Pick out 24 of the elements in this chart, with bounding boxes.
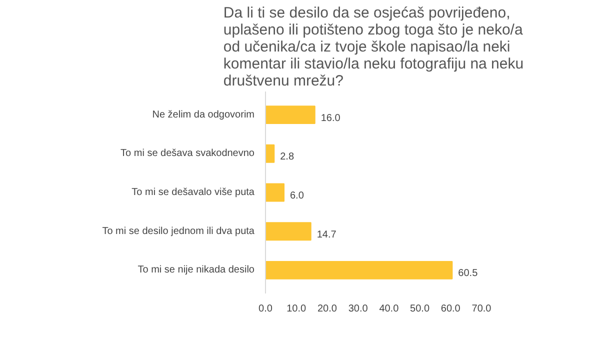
- bar: [266, 144, 275, 163]
- y-tick-label: To mi se desilo jednom ili dva puta: [102, 226, 255, 237]
- x-tick-label: 0.0: [258, 304, 273, 314]
- bar: [266, 106, 316, 124]
- x-tick-label: 70.0: [472, 304, 492, 314]
- y-tick-label: To mi se nije nikada desilo: [138, 264, 255, 276]
- data-label: 6.0: [290, 190, 304, 202]
- y-tick-label: To mi se dešava svakodnevno: [120, 148, 255, 160]
- x-tick-label: 20.0: [317, 304, 338, 314]
- x-tick-label: 50.0: [410, 304, 430, 314]
- y-tick-label: Ne želim da odgovorim: [152, 109, 254, 120]
- bar: [266, 183, 285, 202]
- x-tick-label: 60.0: [440, 304, 461, 314]
- chart-title: Da li ti se desilo da se osjećaš povrijeđeno, uplašeno ili potišteno zbog toga što je neko/a od učenika/ca iz tvoje škole napisao/la neki komentar ili stavio/la neku fotografiju na neku društvenu mrežu?: [223, 4, 524, 90]
- data-label: 2.8: [280, 152, 294, 163]
- y-tick-label: To mi se dešavalo više puta: [132, 187, 255, 198]
- x-tick-label: 10.0: [286, 304, 307, 314]
- data-label: 60.5: [458, 268, 478, 280]
- x-tick-label: 40.0: [379, 304, 400, 314]
- x-tick-label: 30.0: [348, 304, 368, 314]
- data-label: 16.0: [320, 112, 341, 124]
- bar: [266, 260, 453, 280]
- data-label: 14.7: [316, 229, 337, 240]
- bar: [266, 222, 312, 241]
